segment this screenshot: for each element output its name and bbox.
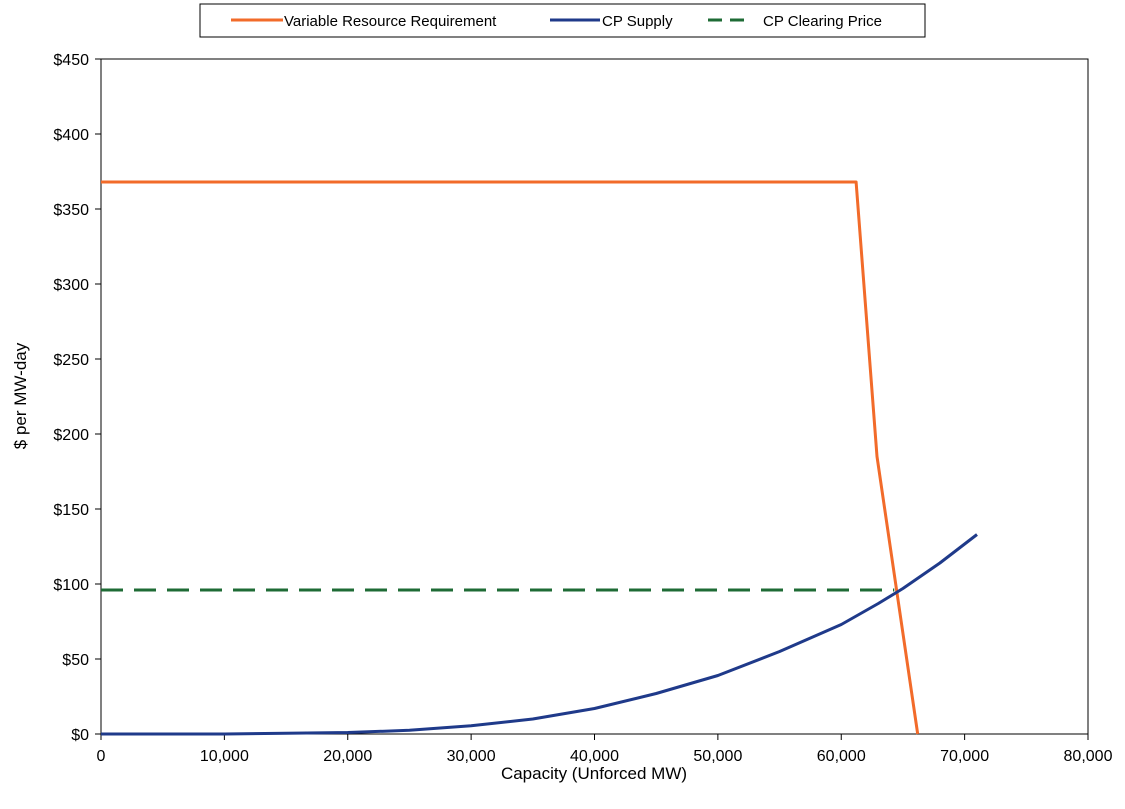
y-tick-label: $350: [53, 202, 89, 219]
x-tick-label: 30,000: [447, 748, 496, 765]
y-tick-label: $50: [62, 652, 89, 669]
x-tick-label: 50,000: [693, 748, 742, 765]
y-axis-title: $ per MW-day: [11, 342, 30, 449]
x-axis-title: Capacity (Unforced MW): [501, 764, 687, 783]
x-tick-label: 80,000: [1064, 748, 1113, 765]
y-tick-label: $150: [53, 502, 89, 519]
y-axis-ticks: $0 $50 $100 $150 $200 $250 $300 $350 $400 $450: [53, 52, 101, 744]
legend-label-vrr: Variable Resource Requirement: [284, 13, 497, 30]
y-tick-label: $100: [53, 577, 89, 594]
x-tick-label: 70,000: [940, 748, 989, 765]
x-tick-label: 10,000: [200, 748, 249, 765]
y-tick-label: $300: [53, 277, 89, 294]
x-tick-label: 40,000: [570, 748, 619, 765]
y-tick-label: $400: [53, 127, 89, 144]
legend: Variable Resource Requirement CP Supply …: [199, 3, 926, 38]
x-axis-ticks: 0 10,000 20,000 30,000 40,000 50,000 60,000 70,…: [97, 734, 1113, 765]
y-tick-label: $200: [53, 427, 89, 444]
series-line-cp-supply: [101, 533, 978, 736]
series-line-vrr: [101, 180, 920, 735]
legend-label-cp-clearing-price: CP Clearing Price: [763, 13, 882, 30]
y-tick-label: $0: [71, 727, 89, 744]
x-tick-label: 60,000: [817, 748, 866, 765]
legend-label-cp-supply: CP Supply: [602, 13, 673, 30]
x-tick-label: 0: [97, 748, 106, 765]
plot-area: [100, 58, 1089, 735]
y-tick-label: $250: [53, 352, 89, 369]
y-tick-label: $450: [53, 52, 89, 69]
x-tick-label: 20,000: [323, 748, 372, 765]
